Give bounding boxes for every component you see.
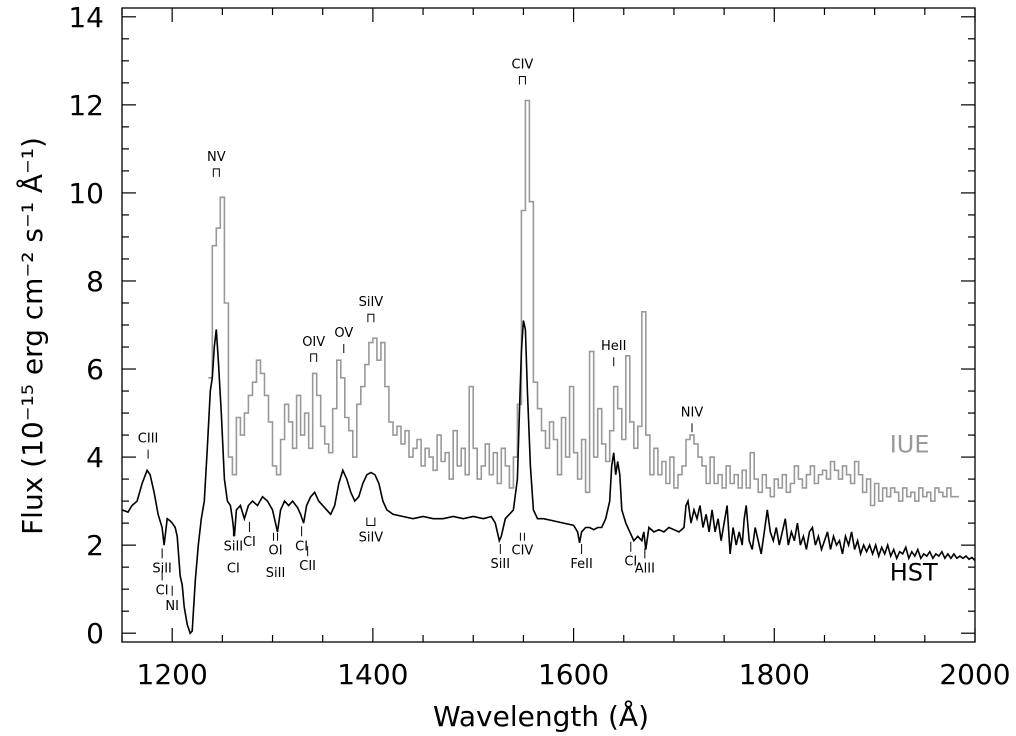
series-labels: IUE HST bbox=[890, 431, 938, 587]
annotation-ci: CI bbox=[295, 526, 308, 554]
y-tick-label: 10 bbox=[68, 177, 104, 210]
y-tick-label: 14 bbox=[68, 1, 104, 34]
annotation-label: SiII bbox=[152, 561, 172, 576]
x-axis-ticks: 1200 1400 1600 1800 2000 bbox=[121, 8, 1011, 691]
annotation-ci: CI bbox=[227, 561, 240, 576]
annotation-siii: SiII bbox=[152, 548, 172, 576]
annotation-label: OV bbox=[334, 326, 353, 341]
annotation-tick bbox=[366, 517, 376, 527]
annotation-ci: CI bbox=[156, 570, 169, 598]
annotation-label: SiII bbox=[266, 566, 286, 581]
series-iue bbox=[208, 99, 959, 507]
y-tick-label: 6 bbox=[86, 353, 104, 386]
annotation-alii: AlII bbox=[635, 548, 655, 576]
annotation-siii: SiII bbox=[266, 566, 286, 581]
y-axis-ticks: 0 2 4 6 8 10 12 14 bbox=[68, 1, 975, 650]
y-axis-title: Flux (10⁻¹⁵ erg cm⁻² s⁻¹ Å⁻¹) bbox=[15, 137, 49, 535]
annotation-label: SiIV bbox=[359, 531, 384, 546]
annotation-label: CI bbox=[624, 555, 637, 570]
annotation-feii: FeII bbox=[570, 543, 593, 572]
annotation-tick bbox=[519, 532, 525, 541]
series-label-hst: HST bbox=[890, 558, 938, 586]
annotation-civ: CIV bbox=[512, 532, 534, 559]
annotation-label: OI bbox=[269, 544, 283, 559]
annotation-siiv: SiIV bbox=[359, 517, 384, 546]
y-tick-label: 4 bbox=[86, 441, 104, 474]
annotation-heii: HeII bbox=[601, 339, 626, 367]
annotation-label: CI bbox=[227, 561, 240, 576]
series-group bbox=[121, 99, 976, 635]
annotation-label: NI bbox=[165, 599, 179, 614]
y-tick-label: 0 bbox=[86, 617, 104, 650]
annotation-label: CI bbox=[243, 535, 256, 550]
annotation-ov: OV bbox=[334, 326, 353, 354]
annotation-oiv: OIV bbox=[302, 335, 325, 362]
annotation-label: CI bbox=[295, 539, 308, 554]
annotation-ci: CI bbox=[243, 521, 256, 550]
annotation-label: CIV bbox=[512, 544, 534, 559]
annotation-civ: CIV bbox=[512, 57, 534, 85]
annotation-ci: CI bbox=[624, 541, 637, 570]
annotation-label: AlII bbox=[635, 561, 655, 576]
annotation-tick bbox=[310, 353, 318, 362]
x-tick-label: 2000 bbox=[939, 658, 1010, 691]
series-hst bbox=[121, 320, 976, 635]
annotation-label: NV bbox=[207, 150, 226, 165]
annotation-tick bbox=[273, 532, 279, 541]
annotation-tick bbox=[518, 75, 526, 85]
annotation-siiv: SiIV bbox=[359, 295, 384, 323]
annotation-label: CIV bbox=[512, 57, 534, 72]
x-tick-label: 1400 bbox=[337, 658, 408, 691]
annotation-siii: SiII bbox=[224, 526, 244, 554]
annotation-label: CIII bbox=[138, 432, 159, 447]
annotation-siii: SiII bbox=[491, 543, 511, 572]
annotation-tick bbox=[212, 168, 220, 177]
y-tick-label: 2 bbox=[86, 529, 104, 562]
x-tick-label: 1200 bbox=[137, 658, 208, 691]
annotation-niv: NIV bbox=[681, 405, 704, 433]
annotation-nv: NV bbox=[207, 150, 226, 177]
y-tick-label: 12 bbox=[68, 89, 104, 122]
annotation-label: FeII bbox=[570, 557, 592, 572]
annotation-label: SiIV bbox=[359, 295, 384, 310]
annotation-label: OIV bbox=[302, 335, 325, 350]
annotation-label: SiII bbox=[491, 557, 511, 572]
series-label-iue: IUE bbox=[890, 431, 930, 459]
annotation-label: CI bbox=[156, 583, 169, 598]
x-axis-title: Wavelength (Å) bbox=[433, 699, 649, 733]
line-annotations: CIIINVOIVOVSiIVCIVHeIINIVSiIICINISiIICIC… bbox=[138, 57, 704, 613]
y-tick-label: 8 bbox=[86, 265, 104, 298]
annotation-tick bbox=[367, 313, 375, 323]
annotation-ni: NI bbox=[165, 585, 179, 614]
annotation-oi: OI bbox=[269, 532, 283, 559]
annotation-label: CII bbox=[299, 559, 316, 574]
annotation-label: SiII bbox=[224, 539, 244, 554]
x-tick-label: 1600 bbox=[538, 658, 609, 691]
x-tick-label: 1800 bbox=[739, 658, 810, 691]
annotation-label: NIV bbox=[681, 405, 704, 420]
annotation-cii: CII bbox=[299, 546, 316, 574]
annotation-ciii: CIII bbox=[138, 432, 159, 459]
annotation-label: HeII bbox=[601, 339, 626, 354]
